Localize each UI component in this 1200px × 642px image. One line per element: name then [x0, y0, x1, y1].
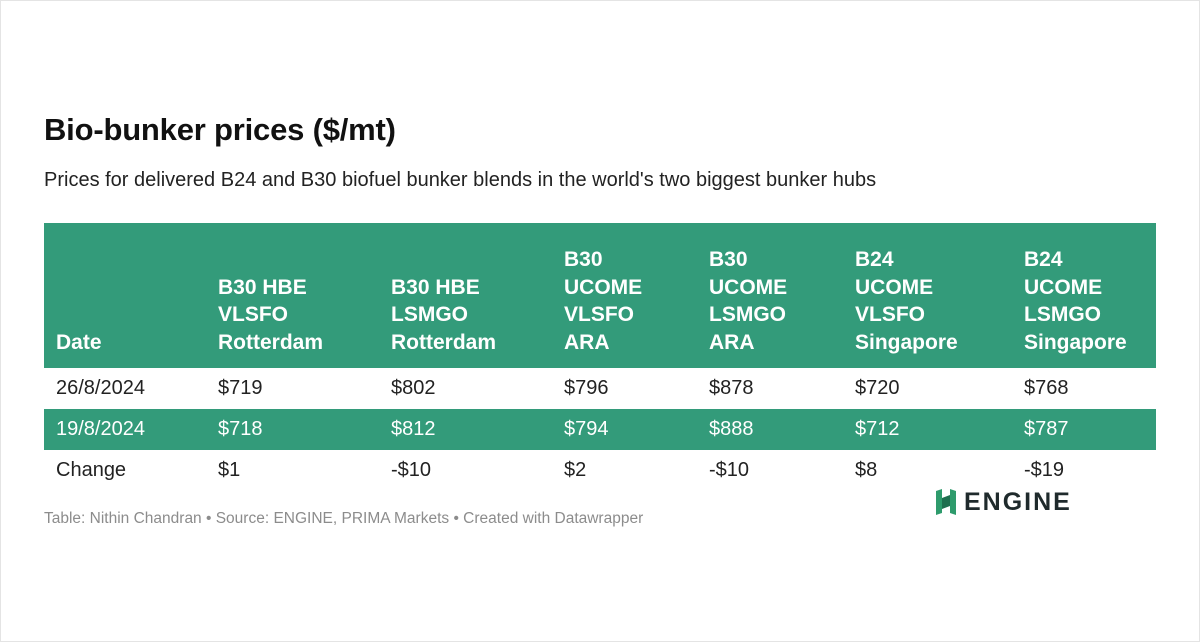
column-header-line: LSMGO	[709, 303, 786, 326]
table-body: 26/8/2024 $719 $802 $796 $878 $720 $768 19/8/20…	[44, 368, 1156, 491]
row-label-cell: Change	[56, 459, 127, 481]
chart-footer: Table: Nithin Chandran • Source: ENGINE,…	[44, 510, 644, 527]
chart-title: Bio-bunker prices ($/mt)	[44, 112, 396, 147]
column-header-line: B24	[1024, 248, 1063, 271]
column-header: B30 UCOME VLSFO ARA	[564, 223, 709, 368]
price-cell: $718	[218, 409, 391, 450]
engine-logo: ENGINE	[934, 487, 1072, 516]
price-cell: $2	[564, 459, 587, 481]
column-header-line: B30	[709, 248, 748, 271]
price-cell: $719	[218, 377, 263, 399]
price-cell: $794	[564, 409, 709, 450]
price-cell: $712	[855, 409, 1024, 450]
column-header-line: B30 HBE	[218, 275, 307, 299]
column-header: B30 UCOME LSMGO ARA	[709, 223, 855, 368]
column-header-line: UCOME	[564, 275, 643, 299]
row-label-cell: 19/8/2024	[44, 409, 218, 450]
engine-logo-icon	[936, 489, 956, 515]
engine-logo-text: ENGINE	[964, 487, 1072, 516]
price-table: Date B30 HBE VLSFO Rotterdam B30 HBE LSMGO Rot…	[44, 223, 1156, 491]
column-header-line: Rotterdam	[391, 330, 497, 354]
price-cell: $802	[391, 377, 436, 399]
table-header-row: Date B30 HBE VLSFO Rotterdam B30 HBE LSMGO Rot…	[44, 223, 1156, 368]
column-header-line: Rotterdam	[218, 330, 324, 354]
price-cell: $8	[855, 459, 878, 481]
column-header-line: B30 HBE	[391, 275, 480, 299]
column-header: B24 UCOME VLSFO Singapore	[855, 223, 1024, 368]
column-header-line: ARA	[564, 330, 610, 354]
column-header-line: VLSFO	[218, 303, 289, 326]
column-header-line: LSMGO	[1024, 303, 1101, 326]
price-cell: $812	[391, 409, 564, 450]
table-row: 26/8/2024 $719 $802 $796 $878 $720 $768	[44, 368, 1156, 409]
column-header: B24 UCOME LSMGO Singapore	[1024, 223, 1156, 368]
column-header-line: Singapore	[855, 330, 958, 354]
column-header-line: UCOME	[709, 275, 788, 299]
column-header: B30 HBE LSMGO Rotterdam	[391, 223, 564, 368]
column-header-line: Date	[56, 330, 102, 354]
price-cell: $796	[564, 377, 609, 399]
column-header-line: UCOME	[855, 275, 934, 299]
price-cell: -$19	[1024, 459, 1065, 481]
column-header: Date	[44, 223, 218, 368]
price-cell: $768	[1024, 377, 1069, 399]
column-header-line: Singapore	[1024, 330, 1127, 354]
price-cell: -$10	[391, 459, 432, 481]
table-row: Change $1 -$10 $2 -$10 $8 -$19	[44, 450, 1156, 491]
column-header-line: VLSFO	[855, 303, 926, 326]
column-header-line: ARA	[709, 330, 755, 354]
column-header: B30 HBE VLSFO Rotterdam	[218, 223, 391, 368]
column-header-line: B30	[564, 248, 603, 271]
row-label-cell: 26/8/2024	[56, 377, 145, 399]
price-cell: $888	[709, 409, 855, 450]
price-cell: -$10	[709, 459, 750, 481]
price-cell: $878	[709, 377, 754, 399]
column-header-line: VLSFO	[564, 303, 635, 326]
price-cell: $1	[218, 459, 241, 481]
column-header-line: LSMGO	[391, 303, 468, 326]
column-header-line: UCOME	[1024, 275, 1103, 299]
chart-subtitle: Prices for delivered B24 and B30 biofuel…	[44, 169, 877, 191]
price-cell: $787	[1024, 409, 1156, 450]
column-header-line: B24	[855, 248, 894, 271]
table-row: 19/8/2024 $718 $812 $794 $888 $712 $787	[44, 409, 1156, 450]
price-cell: $720	[855, 377, 900, 399]
